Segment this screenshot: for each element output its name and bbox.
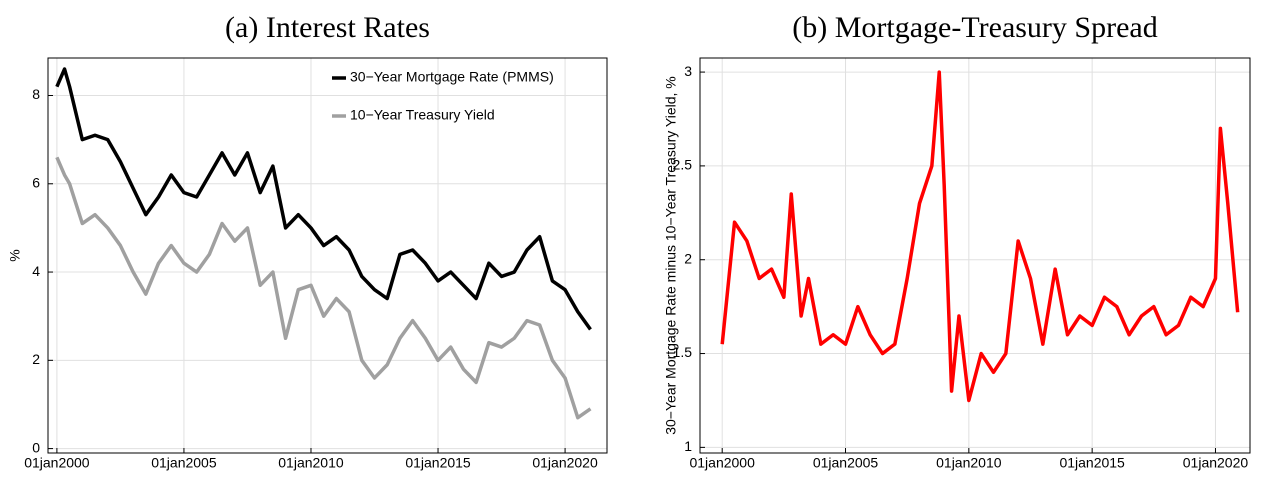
y-axis-label: % — [7, 249, 23, 261]
x-tick-label: 01jan2005 — [813, 455, 879, 471]
y-tick-label: 2.5 — [673, 157, 693, 173]
data-line — [720, 70, 1240, 403]
legend-label: 10−Year Treasury Yield — [350, 107, 495, 123]
plot-frame — [47, 57, 608, 454]
y-tick-label: 2 — [684, 250, 692, 266]
y-tick-label: 1.5 — [673, 344, 693, 360]
x-tick-label: 01jan2010 — [278, 455, 344, 471]
y-axis-label: 30−Year Mortgage Rate minus 10−Year Trea… — [663, 76, 679, 435]
y-tick-label: 4 — [32, 263, 40, 279]
chart-title: (b) Mortgage-Treasury Spread — [792, 11, 1157, 44]
x-tick-label: 01jan2010 — [936, 455, 1002, 471]
legend-label: 30−Year Mortgage Rate (PMMS) — [350, 69, 554, 85]
y-tick-label: 2 — [32, 351, 40, 367]
plot-frame — [699, 57, 1251, 454]
x-tick-label: 01jan2015 — [405, 455, 471, 471]
y-tick-label: 0 — [32, 439, 40, 455]
x-tick-label: 01jan2020 — [532, 455, 598, 471]
y-tick-label: 8 — [32, 86, 40, 102]
y-tick-label: 1 — [684, 438, 692, 454]
x-tick-label: 01jan2000 — [689, 455, 755, 471]
chart-title: (a) Interest Rates — [225, 11, 430, 44]
data-line — [55, 67, 592, 331]
x-tick-label: 01jan2020 — [1183, 455, 1249, 471]
y-tick-label: 6 — [32, 174, 40, 190]
x-tick-label: 01jan2005 — [151, 455, 217, 471]
x-tick-label: 01jan2015 — [1059, 455, 1125, 471]
data-line — [55, 156, 592, 420]
x-tick-label: 01jan2000 — [24, 455, 90, 471]
y-tick-label: 3 — [684, 63, 692, 79]
